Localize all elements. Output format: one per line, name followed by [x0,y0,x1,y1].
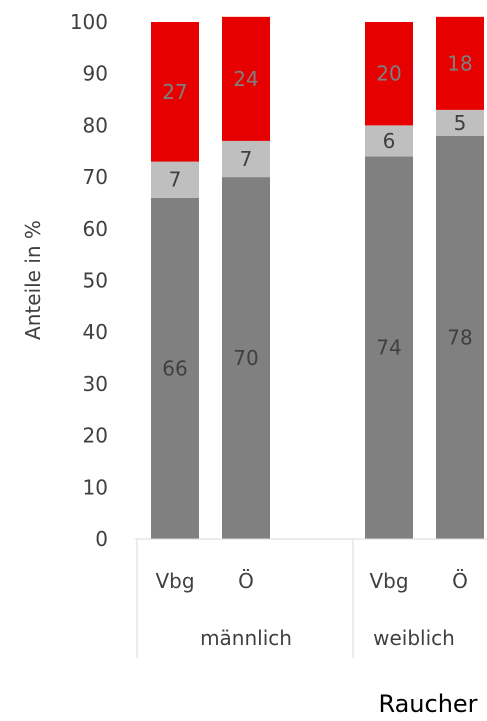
y-tick-label: 100 [70,10,108,34]
x-category-label: Vbg [155,569,194,593]
bar-segment [436,109,484,136]
x-category-label: Ö [238,569,254,593]
data-label: 70 [233,346,258,370]
y-tick-label: 40 [83,320,108,344]
bar-segment [365,156,413,540]
x-category-label: Vbg [369,569,408,593]
bar-segment [151,161,199,198]
bars [151,16,484,540]
x-group-label: männlich [200,626,292,650]
bar-segment [151,197,199,539]
data-label: 7 [240,147,253,171]
x-category-label: Ö [452,569,468,593]
y-tick-label: 10 [83,475,108,499]
bar-segment [365,125,413,157]
y-tick-label: 20 [83,424,108,448]
bar-segment [222,177,270,539]
data-labels: 66 7 27 70 7 24 74 6 20 78 5 18 [162,51,472,380]
data-label: 7 [169,168,182,192]
y-tick-label: 70 [83,165,108,189]
bar-segment [222,140,270,178]
data-label: 6 [383,129,396,153]
data-label: 27 [162,80,187,104]
data-label: 5 [454,111,467,135]
bar-segment [436,16,484,110]
y-axis: 0 10 20 30 40 50 60 70 80 90 100 [70,10,108,551]
bar-segment [365,22,413,126]
bar-segment [436,135,484,540]
data-label: 20 [376,62,401,86]
bar-segment [222,16,270,141]
y-tick-label: 90 [83,62,108,86]
y-tick-label: 80 [83,113,108,137]
y-tick-label: 30 [83,372,108,396]
bar-segment [151,22,199,162]
y-axis-label: Anteile in % [21,220,45,340]
data-label: 24 [233,67,258,91]
data-label: 78 [447,325,472,349]
y-tick-label: 60 [83,217,108,241]
y-tick-label: 0 [95,527,108,551]
data-label: 74 [376,336,401,360]
data-label: 18 [447,51,472,75]
footer-label: Raucher [378,690,477,718]
y-tick-label: 50 [83,269,108,293]
data-label: 66 [162,356,187,380]
x-group-label: weiblich [373,626,455,650]
